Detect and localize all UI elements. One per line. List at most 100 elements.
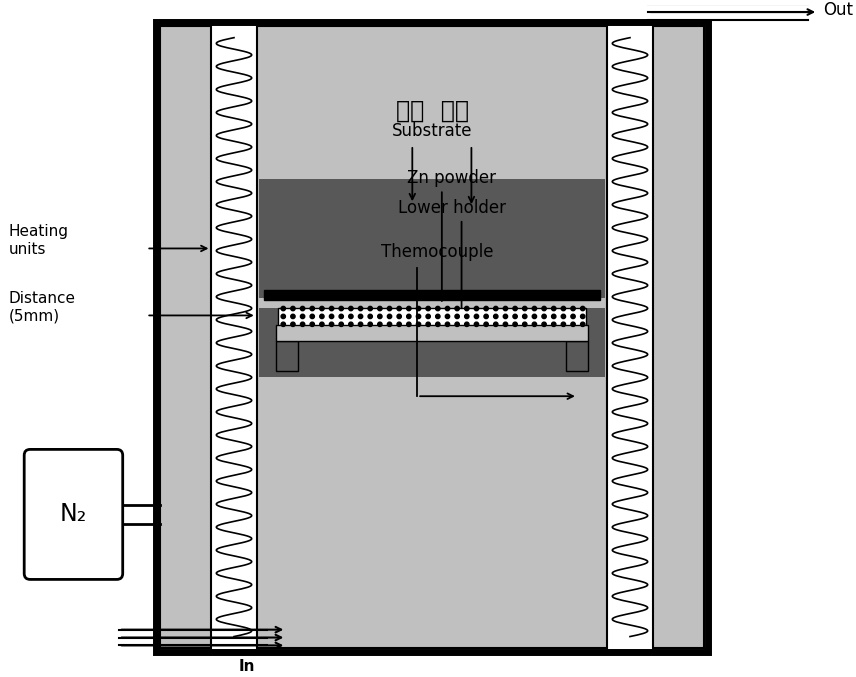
Circle shape: [339, 314, 343, 319]
Circle shape: [571, 314, 575, 319]
Circle shape: [407, 322, 411, 326]
Circle shape: [320, 307, 324, 311]
Circle shape: [348, 322, 353, 326]
Circle shape: [377, 314, 382, 319]
Circle shape: [291, 307, 295, 311]
Circle shape: [310, 314, 314, 319]
Circle shape: [291, 322, 295, 326]
Circle shape: [484, 307, 488, 311]
Circle shape: [388, 322, 392, 326]
Circle shape: [542, 322, 546, 326]
Text: Themocouple: Themocouple: [381, 243, 493, 261]
Circle shape: [310, 307, 314, 311]
Circle shape: [580, 314, 585, 319]
Circle shape: [348, 307, 353, 311]
Circle shape: [281, 307, 285, 311]
Circle shape: [580, 322, 585, 326]
Circle shape: [455, 314, 460, 319]
FancyBboxPatch shape: [24, 450, 122, 580]
Circle shape: [320, 314, 324, 319]
Circle shape: [523, 322, 527, 326]
Circle shape: [300, 307, 305, 311]
Circle shape: [562, 307, 566, 311]
Circle shape: [455, 307, 460, 311]
Circle shape: [339, 307, 343, 311]
Circle shape: [377, 307, 382, 311]
Bar: [213, 26, 255, 649]
Circle shape: [348, 314, 353, 319]
Circle shape: [551, 314, 556, 319]
Circle shape: [542, 314, 546, 319]
Circle shape: [416, 322, 420, 326]
Circle shape: [368, 322, 372, 326]
Text: In: In: [239, 659, 255, 674]
Circle shape: [300, 322, 305, 326]
Text: Heating
units: Heating units: [9, 224, 68, 257]
Circle shape: [513, 322, 517, 326]
Circle shape: [532, 314, 537, 319]
Circle shape: [426, 307, 431, 311]
Circle shape: [580, 307, 585, 311]
Bar: [259, 307, 605, 376]
Text: Lower holder: Lower holder: [398, 199, 506, 217]
Circle shape: [562, 322, 566, 326]
Text: Substrate: Substrate: [392, 122, 473, 140]
Circle shape: [484, 322, 488, 326]
Circle shape: [503, 314, 508, 319]
Circle shape: [484, 314, 488, 319]
Circle shape: [474, 322, 479, 326]
Text: 실험  방법: 실험 방법: [395, 99, 468, 123]
Text: Zn powder: Zn powder: [407, 169, 496, 188]
Circle shape: [494, 307, 498, 311]
Circle shape: [359, 314, 363, 319]
Circle shape: [494, 314, 498, 319]
Circle shape: [551, 307, 556, 311]
Text: Distance
(5mm): Distance (5mm): [9, 291, 75, 324]
Circle shape: [388, 314, 392, 319]
Circle shape: [523, 307, 527, 311]
Circle shape: [532, 307, 537, 311]
Circle shape: [455, 322, 460, 326]
Circle shape: [503, 322, 508, 326]
Text: N₂: N₂: [60, 502, 87, 527]
Circle shape: [436, 307, 440, 311]
Circle shape: [445, 322, 449, 326]
Bar: [652, 26, 704, 649]
Circle shape: [503, 307, 508, 311]
Circle shape: [542, 307, 546, 311]
Circle shape: [513, 307, 517, 311]
Circle shape: [416, 314, 420, 319]
Circle shape: [474, 314, 479, 319]
Circle shape: [571, 307, 575, 311]
Circle shape: [330, 322, 334, 326]
Bar: [259, 179, 605, 298]
Circle shape: [513, 314, 517, 319]
Bar: [278, 307, 586, 327]
Circle shape: [368, 307, 372, 311]
Circle shape: [291, 314, 295, 319]
Circle shape: [310, 322, 314, 326]
Circle shape: [339, 322, 343, 326]
Circle shape: [465, 307, 469, 311]
Bar: [276, 341, 298, 370]
Circle shape: [551, 322, 556, 326]
Circle shape: [281, 322, 285, 326]
Circle shape: [330, 314, 334, 319]
Circle shape: [359, 307, 363, 311]
Circle shape: [281, 314, 285, 319]
Circle shape: [320, 322, 324, 326]
Circle shape: [368, 314, 372, 319]
Bar: [156, 22, 708, 653]
Circle shape: [523, 314, 527, 319]
Circle shape: [407, 314, 411, 319]
Circle shape: [426, 322, 431, 326]
Circle shape: [359, 322, 363, 326]
Circle shape: [571, 322, 575, 326]
Circle shape: [474, 307, 479, 311]
Circle shape: [465, 314, 469, 319]
Circle shape: [436, 314, 440, 319]
Bar: [609, 26, 651, 649]
Circle shape: [426, 314, 431, 319]
Circle shape: [377, 322, 382, 326]
Circle shape: [388, 307, 392, 311]
